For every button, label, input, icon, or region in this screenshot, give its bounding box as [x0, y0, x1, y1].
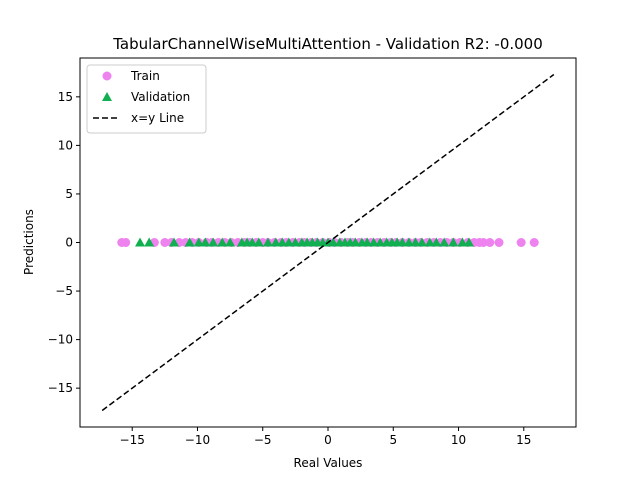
validation-point — [410, 237, 421, 247]
legend-train-marker — [102, 71, 112, 81]
x-tick-label: 5 — [389, 433, 397, 447]
xy-reference-line — [101, 73, 555, 412]
legend-train-label: Train — [130, 69, 160, 83]
x-tick-label: −15 — [120, 433, 145, 447]
validation-point — [283, 237, 294, 247]
y-tick-label: 5 — [65, 187, 73, 201]
validation-point — [225, 237, 236, 247]
validation-point — [368, 237, 379, 247]
validation-point — [375, 237, 386, 247]
validation-point — [200, 237, 211, 247]
validation-point — [439, 237, 450, 247]
x-tick-label: −10 — [185, 433, 210, 447]
chart-title: TabularChannelWiseMultiAttention - Valid… — [112, 35, 543, 53]
validation-point — [416, 237, 427, 247]
validation-point — [135, 237, 146, 247]
validation-point — [144, 237, 155, 247]
legend-validation-label: Validation — [131, 90, 190, 104]
plot-area — [101, 73, 555, 412]
train-point — [160, 238, 170, 247]
validation-point — [168, 237, 179, 247]
x-tick-label: −5 — [254, 433, 272, 447]
y-axis-label: Predictions — [22, 209, 36, 275]
validation-point — [397, 237, 408, 247]
validation-point — [403, 237, 414, 247]
y-tick-label: 10 — [58, 138, 73, 152]
validation-point — [184, 237, 195, 247]
validation-point — [247, 237, 258, 247]
x-tick-label: 15 — [516, 433, 531, 447]
validation-point — [463, 237, 474, 247]
legend-validation-marker — [102, 92, 112, 101]
x-axis-ticks: −15 −10 −5 0 5 10 15 — [120, 427, 531, 447]
legend-box — [86, 64, 207, 134]
x-tick-label: 10 — [451, 433, 466, 447]
validation-point — [457, 237, 468, 247]
x-axis-label: Real Values — [294, 456, 363, 470]
y-tick-label: −10 — [48, 333, 73, 347]
validation-point — [270, 237, 281, 247]
y-tick-label: −5 — [55, 284, 73, 298]
validation-point — [208, 237, 219, 247]
train-point — [485, 238, 495, 247]
validation-point — [362, 237, 373, 247]
train-point — [516, 238, 526, 247]
train-point — [478, 238, 488, 247]
legend-line-label: x=y Line — [131, 111, 184, 125]
train-point — [494, 238, 504, 247]
validation-point — [193, 237, 204, 247]
legend: Train Validation x=y Line — [86, 64, 207, 134]
axes-frame — [79, 57, 577, 428]
validation-point — [424, 237, 435, 247]
validation-point — [350, 237, 361, 247]
validation-point — [431, 237, 442, 247]
validation-point — [262, 237, 273, 247]
y-tick-label: 0 — [65, 236, 73, 250]
y-axis-ticks: −15 −10 −5 0 5 10 15 — [48, 90, 80, 395]
validation-point — [253, 237, 264, 247]
validation-point — [277, 237, 288, 247]
validation-point — [448, 237, 459, 247]
validation-point — [290, 237, 301, 247]
validation-point — [328, 237, 339, 247]
validation-point — [217, 237, 228, 247]
y-tick-label: −15 — [48, 381, 73, 395]
train-point — [529, 238, 539, 247]
train-point — [121, 238, 131, 247]
x-tick-label: 0 — [324, 433, 332, 447]
y-tick-label: 15 — [58, 90, 73, 104]
